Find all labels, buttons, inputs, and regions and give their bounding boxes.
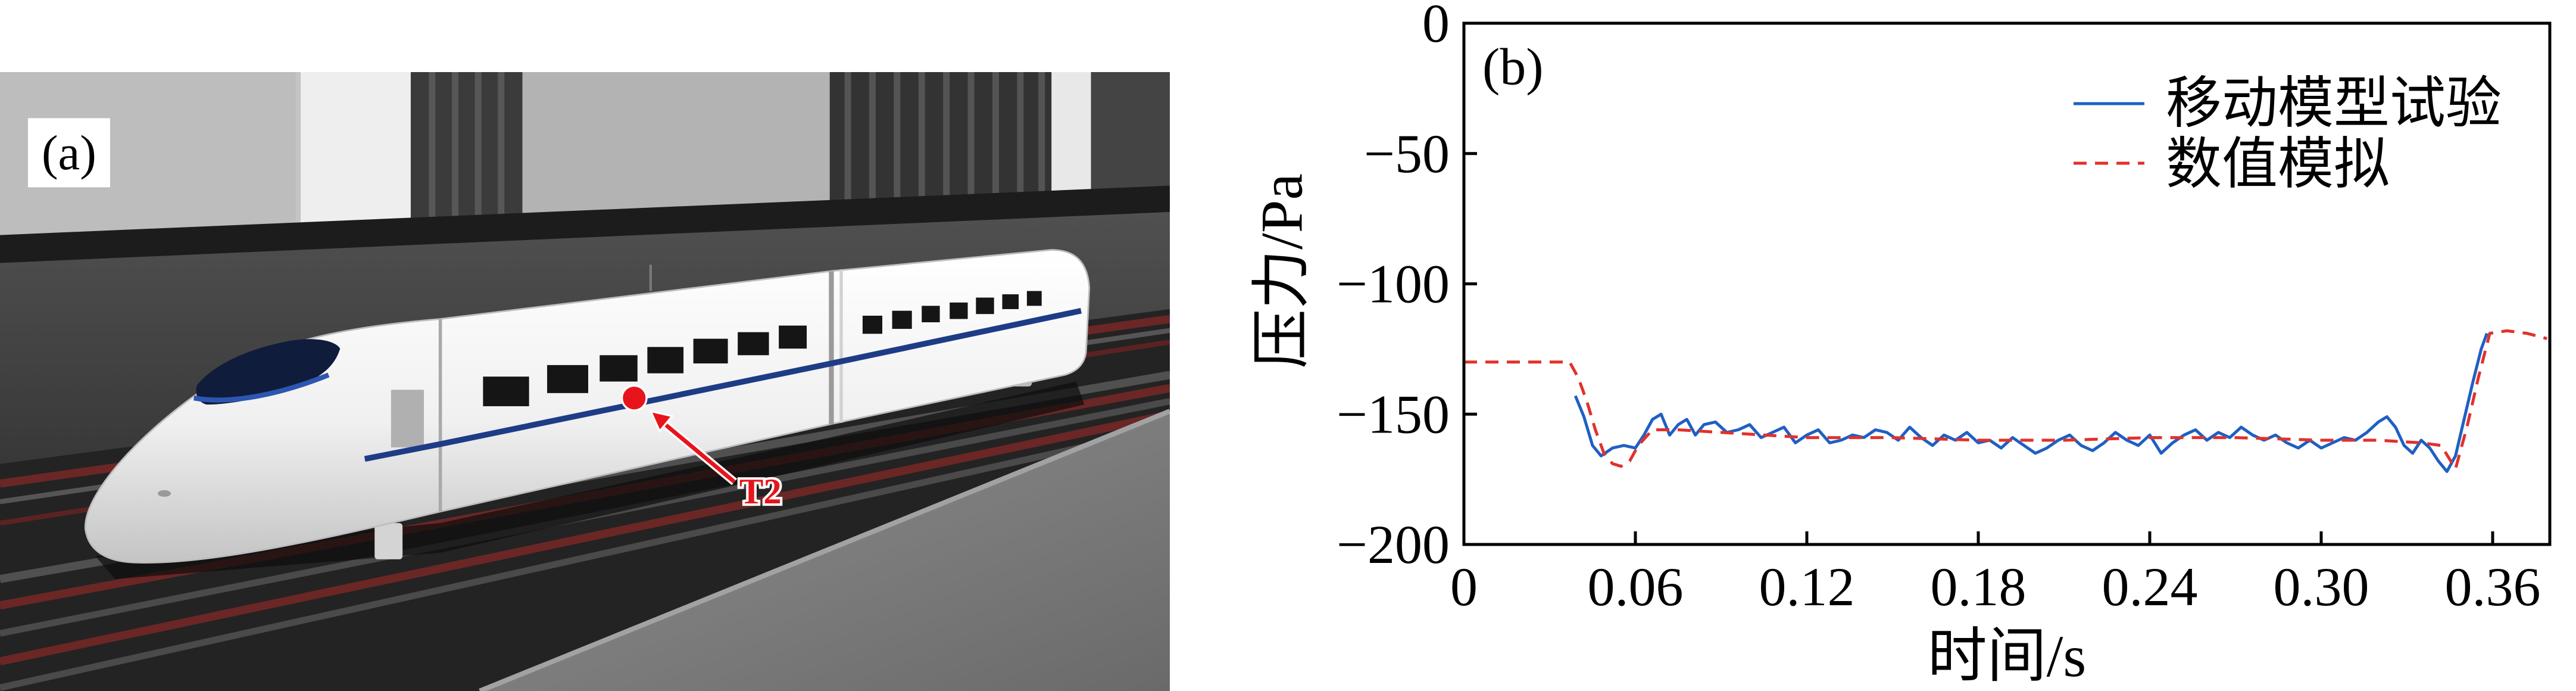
curtain-folds — [429, 72, 505, 229]
plot-frame — [1462, 21, 2552, 546]
x-tick-label: 0.18 — [1931, 556, 2027, 617]
x-axis-label: 时间/s — [1928, 623, 2087, 689]
pressure-chart: 0 0.06 0.12 0.18 0.24 0.30 0.36 0 −50 −100 −150 −20… — [1249, 0, 2552, 689]
train-window — [738, 332, 769, 356]
train-door-panel — [391, 390, 424, 448]
train-bogie — [374, 523, 403, 559]
measurement-point-label: T2 — [739, 472, 782, 512]
train-window — [922, 306, 940, 323]
x-tick-label: 0.30 — [2274, 556, 2369, 617]
annotation-arrow — [655, 416, 736, 484]
cockpit-trim — [193, 372, 330, 403]
train-window — [892, 310, 912, 329]
wall-panel-middle — [522, 72, 830, 225]
wall-dark-right — [1091, 72, 1170, 199]
train-window — [693, 338, 728, 364]
legend-label-moving-model-test: 移动模型试验 — [2166, 73, 2502, 135]
platform-edge — [479, 409, 1170, 691]
x-tick-label: 0 — [1450, 556, 1478, 617]
y-tick-label: 0 — [1422, 0, 1450, 54]
cockpit-window — [196, 339, 341, 405]
panel-label-a: (a) — [42, 125, 96, 180]
y-tick-label: −200 — [1337, 514, 1450, 575]
curtain-folds — [844, 72, 1045, 211]
moving-model-test-line — [1573, 332, 2488, 473]
train-windows — [483, 291, 1042, 406]
train-window — [779, 325, 807, 349]
legend-label-numerical-simulation: 数值模拟 — [2166, 133, 2390, 195]
legend: 移动模型试验 数值模拟 — [2074, 73, 2502, 195]
train-window — [950, 302, 968, 319]
curtain-left — [410, 72, 523, 229]
train-window — [547, 365, 589, 393]
measurement-point-marker — [620, 384, 648, 412]
numerical-simulation-line — [1464, 329, 2547, 471]
train-window — [647, 347, 684, 373]
axis-ticks: 0 0.06 0.12 0.18 0.24 0.30 0.36 0 −50 −100 −150 −20… — [1337, 0, 2540, 617]
x-tick-label: 0.12 — [1759, 556, 1855, 617]
train-model-photo: T2 (a) — [0, 72, 1170, 691]
x-tick-label: 0.06 — [1588, 556, 1684, 617]
train-window — [483, 376, 529, 406]
panel-label-b: (b) — [1482, 39, 1544, 97]
wall-column — [1051, 72, 1091, 201]
series-layer — [1464, 329, 2547, 473]
y-tick-label: −50 — [1364, 123, 1450, 184]
y-axis-label: 压力/Pa — [1249, 173, 1315, 369]
panel-label-box — [27, 118, 110, 188]
wall-panel-left — [0, 72, 296, 247]
train-window — [599, 355, 638, 382]
train-window — [1026, 291, 1042, 306]
wall-column — [301, 72, 411, 235]
y-tick-label: −100 — [1337, 254, 1450, 315]
train-window — [862, 315, 883, 334]
y-tick-label: −150 — [1337, 384, 1450, 444]
beam — [0, 185, 1170, 263]
annotation-arrowhead — [649, 409, 675, 434]
x-tick-label: 0.24 — [2102, 556, 2198, 617]
train-window — [1002, 294, 1019, 309]
headlight — [157, 490, 171, 497]
train-window — [976, 297, 994, 315]
x-tick-label: 0.36 — [2445, 556, 2541, 617]
